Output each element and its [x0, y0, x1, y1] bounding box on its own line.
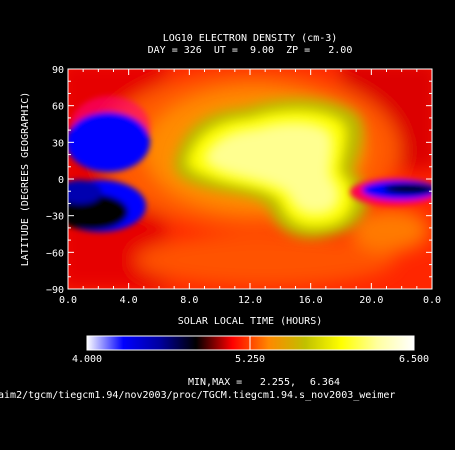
y-tick-label: −60 — [46, 248, 64, 259]
x-tick-label: 0.0 — [423, 295, 441, 306]
y-tick-label: −30 — [46, 212, 64, 223]
chart-title: LOG10 ELECTRON DENSITY (cm-3) — [163, 33, 338, 44]
max-value: 6.364 — [310, 377, 340, 388]
min-value: 2.255, — [260, 377, 296, 388]
x-tick-label: 12.0 — [238, 295, 262, 306]
x-tick-label: 0.0 — [59, 295, 77, 306]
x-tick-label: 20.0 — [359, 295, 383, 306]
y-tick-label: 90 — [52, 65, 64, 76]
heatmap-field — [68, 69, 432, 289]
x-tick-label: 4.0 — [120, 295, 138, 306]
chart-subtitle: DAY = 326 UT = 9.00 ZP = 2.00 — [148, 45, 353, 56]
colorbar-label-max: 6.500 — [399, 354, 429, 365]
y-axis-label: LATITUDE (DEGREES GEOGRAPHIC) — [20, 92, 31, 267]
y-tick-label: 0 — [58, 175, 64, 186]
y-tick-label: 30 — [52, 138, 64, 149]
colorbar-label-min: 4.000 — [72, 354, 102, 365]
y-axis: 90 60 30 0 −30 −60 −90 — [46, 65, 432, 296]
y-tick-label: −90 — [46, 285, 64, 296]
minmax-label: MIN,MAX = — [188, 377, 242, 388]
x-tick-label: 16.0 — [299, 295, 323, 306]
y-tick-label: 60 — [52, 102, 64, 113]
x-axis-label: SOLAR LOCAL TIME (HOURS) — [178, 316, 323, 327]
x-tick-label: 8.0 — [180, 295, 198, 306]
colorbar-label-mid: 5.250 — [235, 354, 265, 365]
x-axis: 0.0 4.0 8.0 12.0 16.0 20.0 0.0 — [59, 69, 441, 306]
footer-path: /aim2/tgcm/tiegcm1.94/nov2003/proc/TGCM.… — [0, 390, 395, 401]
